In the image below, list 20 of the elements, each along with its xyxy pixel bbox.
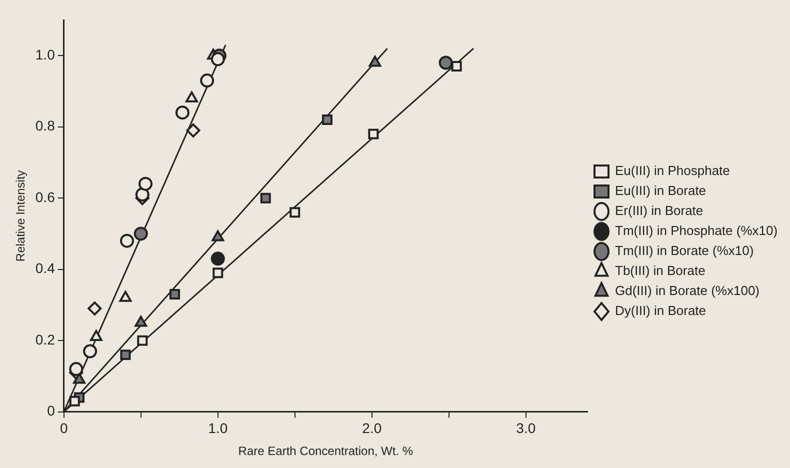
x-tick-label: 0 bbox=[60, 420, 68, 436]
x-tick-label: 2.0 bbox=[362, 420, 382, 436]
y-axis-title: Relative Intensity bbox=[14, 170, 28, 262]
y-tick-label: 0.2 bbox=[35, 331, 56, 348]
x-tick-label: 3.0 bbox=[516, 420, 536, 436]
legend-label: Dy(III) in Borate bbox=[615, 303, 706, 318]
legend-label: Eu(III) in Phosphate bbox=[615, 163, 730, 178]
y-tick-label: 0.8 bbox=[35, 118, 56, 134]
y-tick-label: 0 bbox=[47, 402, 56, 419]
y-tick-label: 0.4 bbox=[35, 260, 56, 276]
y-tick-label: 0.6 bbox=[35, 188, 56, 205]
legend-label: Tb(III) in Borate bbox=[615, 263, 706, 278]
y-tick-label: 1.0 bbox=[35, 46, 56, 62]
legend-label: Er(III) in Borate bbox=[615, 203, 704, 218]
legend-label: Gd(III) in Borate (%x100) bbox=[615, 283, 760, 298]
legend-label: Tm(III) in Phosphate (%x10) bbox=[615, 223, 778, 238]
x-tick-label: 1.0 bbox=[208, 420, 228, 436]
x-axis-title: Rare Earth Concentration, Wt. % bbox=[238, 444, 414, 458]
legend-label: Tm(III) in Borate (%x10) bbox=[615, 243, 754, 258]
legend-label: Eu(III) in Borate bbox=[615, 183, 706, 198]
